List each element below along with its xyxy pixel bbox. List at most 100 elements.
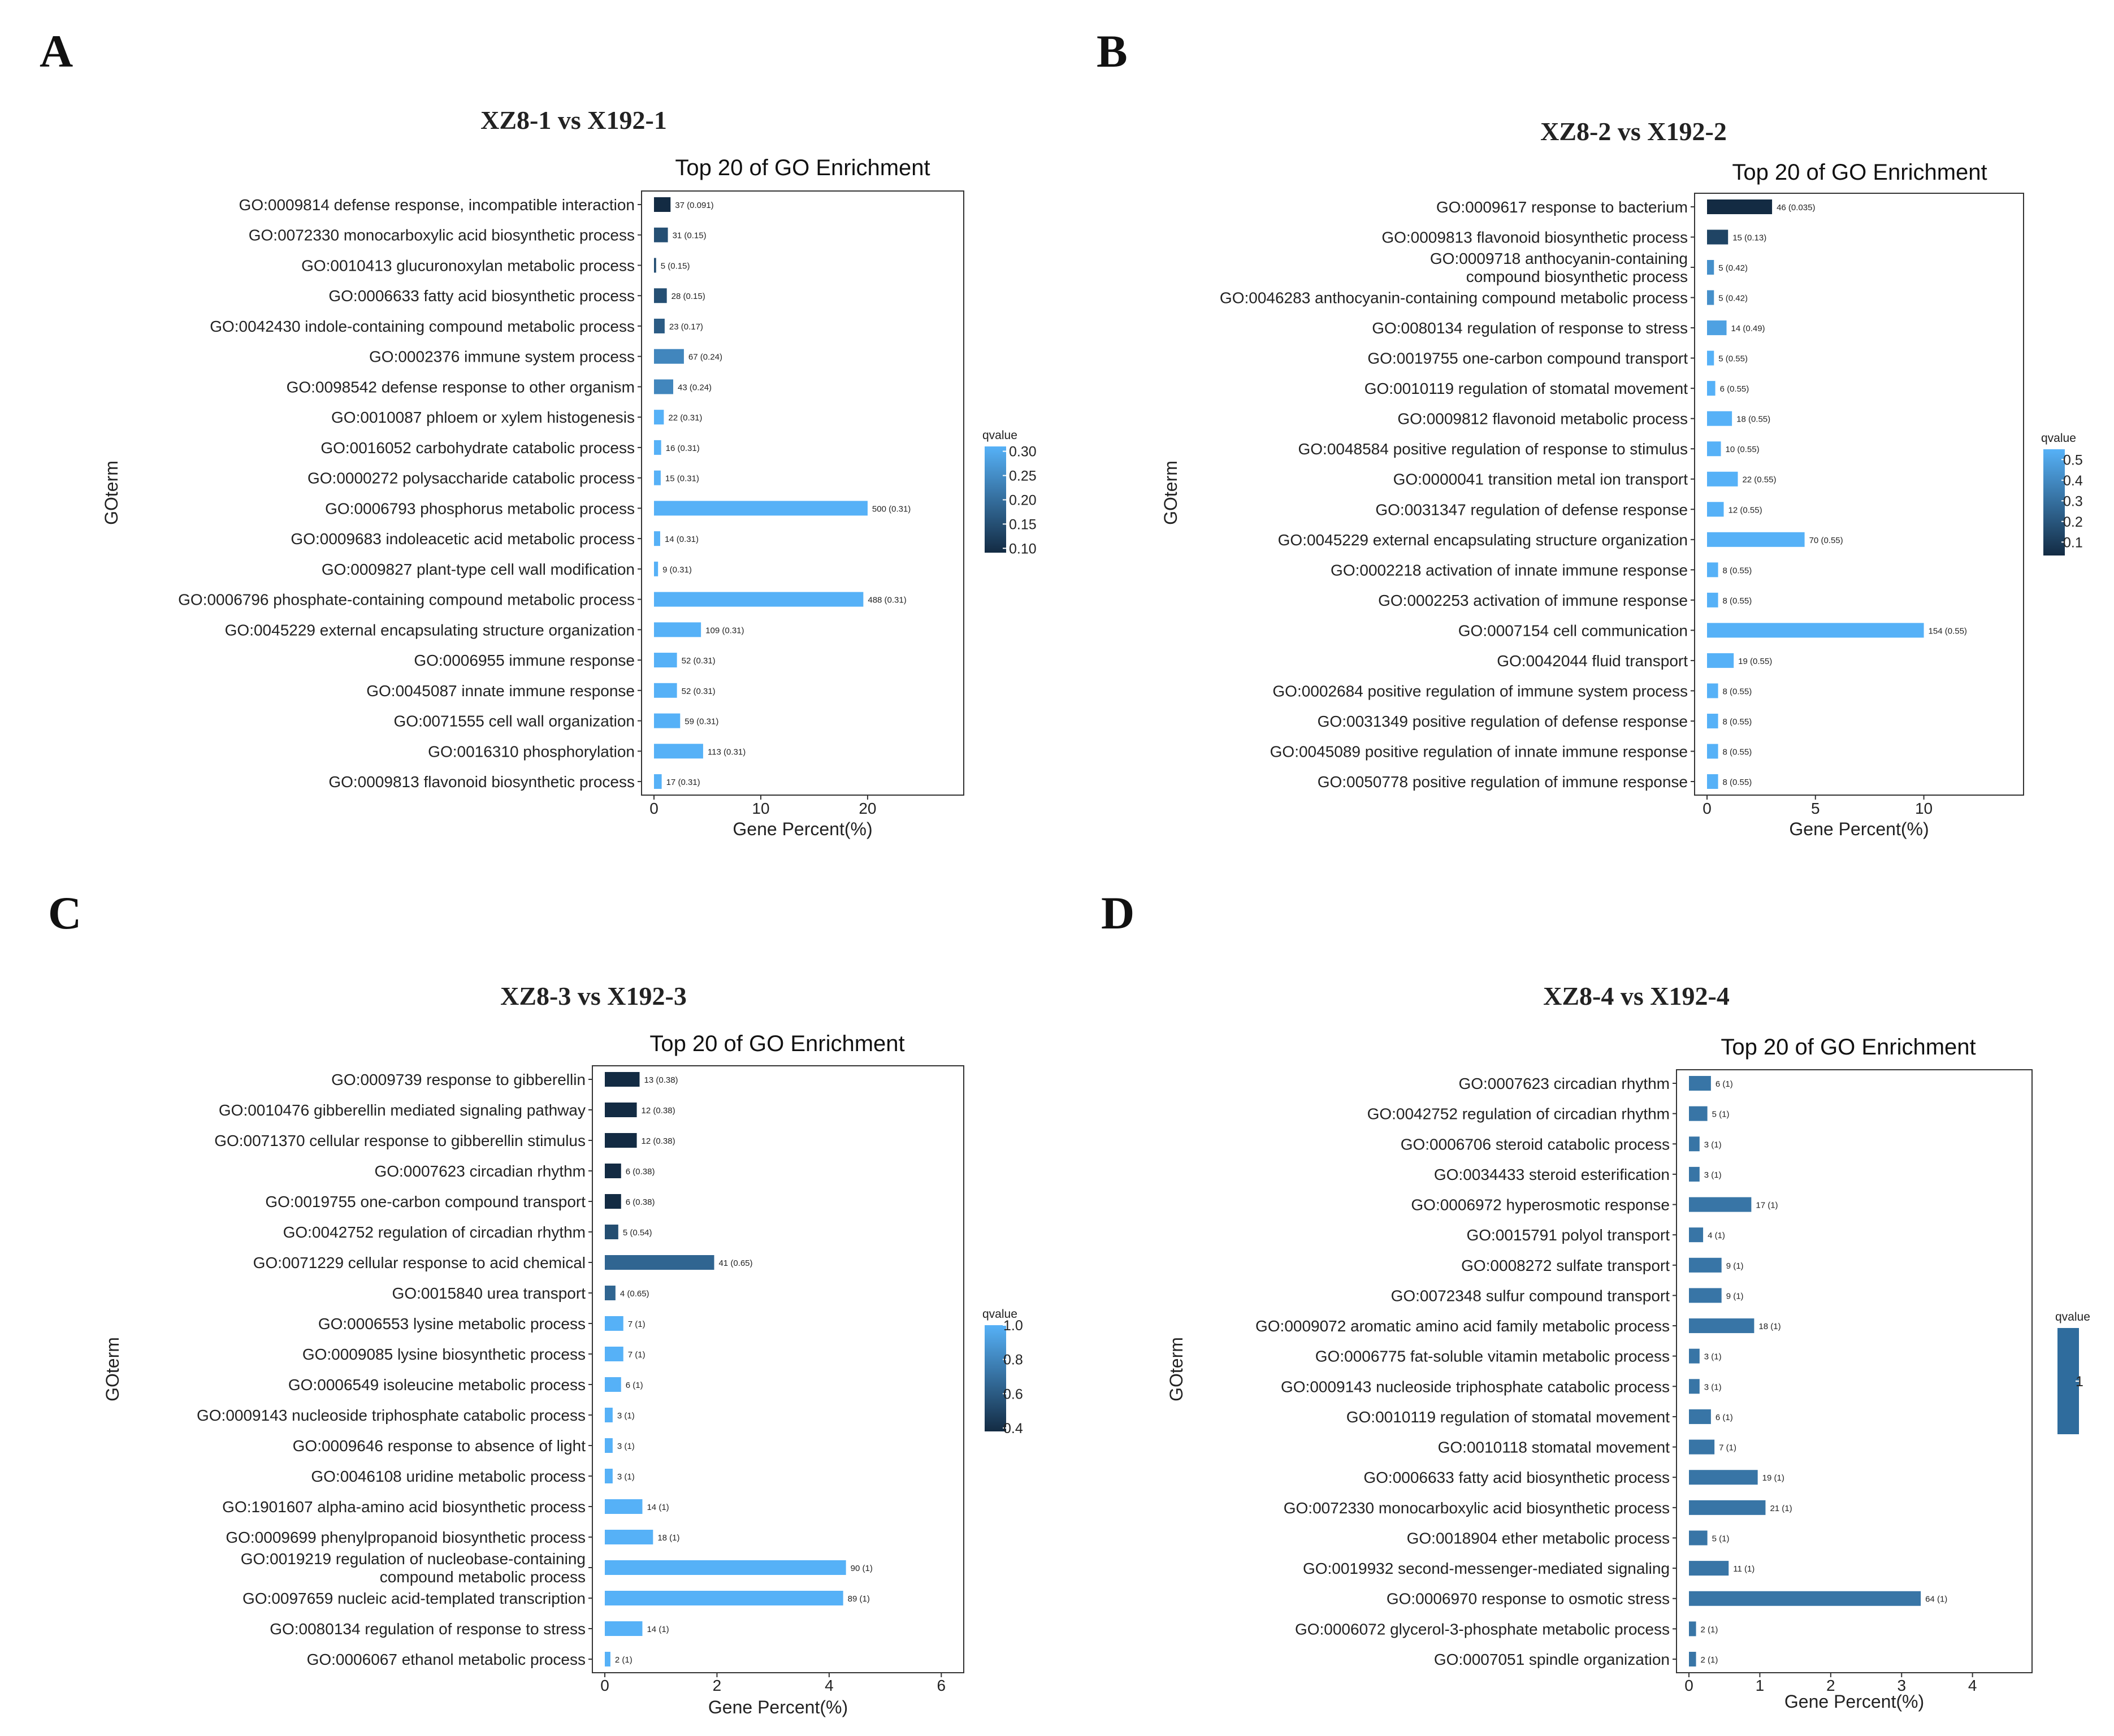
bar xyxy=(1689,1500,1766,1515)
category-label-line: GO:0072330 monocarboxylic acid biosynthe… xyxy=(249,227,635,244)
panel-letter: A xyxy=(40,25,73,77)
bar xyxy=(1689,1470,1758,1485)
bar-data-label: 64 (1) xyxy=(1925,1595,1947,1604)
category-label: GO:0046108 uridine metabolic process xyxy=(311,1468,586,1485)
bar xyxy=(654,713,681,728)
category-label-line: GO:0009827 plant-type cell wall modifica… xyxy=(322,561,635,578)
bar xyxy=(1707,381,1716,396)
bar-data-label: 6 (1) xyxy=(626,1381,643,1390)
bar-data-label: 8 (0.55) xyxy=(1723,596,1752,606)
category-label-line: GO:0006706 steroid catabolic process xyxy=(1401,1135,1670,1153)
bar-data-label: 8 (0.55) xyxy=(1723,747,1752,757)
legend-tick-label: 0.6 xyxy=(1003,1386,1023,1402)
category-label-line: GO:0009814 defense response, incompatibl… xyxy=(239,196,635,214)
category-label: GO:0046283 anthocyanin-containing compou… xyxy=(1220,289,1688,307)
bar xyxy=(1707,713,1718,728)
chart-title: Top 20 of GO Enrichment xyxy=(675,155,930,180)
bar xyxy=(654,470,661,485)
category-label-line: GO:0071555 cell wall organization xyxy=(394,713,635,730)
y-axis-title: GOterm xyxy=(1160,461,1181,525)
category-label: GO:0006970 response to osmotic stress xyxy=(1387,1590,1670,1608)
bar-data-label: 12 (0.55) xyxy=(1729,505,1762,515)
bar-data-label: 3 (1) xyxy=(617,1472,635,1482)
bar-data-label: 16 (0.31) xyxy=(666,444,700,453)
category-label-line: GO:0045087 innate immune response xyxy=(366,682,635,700)
x-tick-label: 0 xyxy=(649,800,659,817)
panel-letter: C xyxy=(48,887,81,939)
category-label: GO:0007623 circadian rhythm xyxy=(1458,1075,1670,1092)
category-label: GO:0002253 activation of immune response xyxy=(1378,592,1688,609)
category-label-line: GO:0072330 monocarboxylic acid biosynthe… xyxy=(1284,1499,1670,1517)
category-label: GO:0006796 phosphate-containing compound… xyxy=(178,591,635,609)
bar xyxy=(654,410,664,425)
bar-data-label: 89 (1) xyxy=(848,1594,870,1604)
panel-letter: B xyxy=(1097,25,1128,77)
category-label-line: GO:0046283 anthocyanin-containing compou… xyxy=(1220,289,1688,307)
bar xyxy=(654,227,668,242)
bar xyxy=(654,744,703,759)
category-label: GO:0097659 nucleic acid-templated transc… xyxy=(242,1590,586,1607)
legend-colorbar xyxy=(2057,1328,2079,1434)
category-label: GO:0042752 regulation of circadian rhyth… xyxy=(1367,1105,1670,1123)
category-label-line: GO:0006067 ethanol metabolic process xyxy=(307,1651,586,1668)
category-label-line: GO:0034433 steroid esterification xyxy=(1434,1166,1670,1183)
bar-data-label: 4 (0.65) xyxy=(620,1289,649,1299)
bar-data-label: 3 (1) xyxy=(617,1411,635,1421)
bar-data-label: 6 (0.38) xyxy=(626,1167,655,1177)
bar-data-label: 3 (1) xyxy=(1704,1352,1722,1362)
category-label: GO:0006706 steroid catabolic process xyxy=(1401,1135,1670,1153)
category-label: GO:0031347 regulation of defense respons… xyxy=(1375,501,1688,518)
bar xyxy=(605,1652,610,1666)
bar xyxy=(1689,1409,1711,1424)
bar-data-label: 8 (0.55) xyxy=(1723,717,1752,727)
category-label: GO:0009143 nucleoside triphosphate catab… xyxy=(1281,1378,1670,1395)
bar-data-label: 2 (1) xyxy=(1701,1655,1718,1665)
bar xyxy=(654,683,677,698)
bar-data-label: 10 (0.55) xyxy=(1726,445,1760,454)
bar-data-label: 154 (0.55) xyxy=(1929,626,1967,636)
bar-data-label: 14 (0.49) xyxy=(1731,324,1765,333)
bar xyxy=(1707,320,1727,336)
bar-data-label: 113 (0.31) xyxy=(708,747,746,757)
category-label-line: GO:0010119 regulation of stomatal moveme… xyxy=(1364,380,1688,397)
bar-data-label: 8 (0.55) xyxy=(1723,687,1752,696)
bar-data-label: 31 (0.15) xyxy=(673,231,707,241)
x-tick-label: 6 xyxy=(937,1677,946,1694)
bar-data-label: 15 (0.31) xyxy=(665,474,699,484)
bar xyxy=(605,1103,637,1117)
bar-data-label: 3 (1) xyxy=(617,1442,635,1451)
bar-data-label: 500 (0.31) xyxy=(872,504,911,514)
category-label: GO:0045229 external encapsulating struct… xyxy=(1278,531,1688,549)
bar xyxy=(654,622,701,637)
bar-data-label: 2 (1) xyxy=(615,1655,633,1665)
category-label: GO:0019755 one-carbon compound transport xyxy=(1367,350,1688,367)
category-label: GO:0009143 nucleoside triphosphate catab… xyxy=(197,1407,586,1424)
category-label: GO:0009072 aromatic amino acid family me… xyxy=(1255,1317,1670,1335)
category-label-line: GO:0010413 glucuronoxylan metabolic proc… xyxy=(301,257,635,274)
bar xyxy=(1689,1652,1696,1666)
category-label-line: GO:0006793 phosphorus metabolic process xyxy=(325,500,635,517)
x-axis-title: Gene Percent(%) xyxy=(1784,1691,1924,1712)
category-label: GO:0009827 plant-type cell wall modifica… xyxy=(322,561,635,578)
category-label: GO:0072330 monocarboxylic acid biosynthe… xyxy=(1284,1499,1670,1517)
bar-data-label: 22 (0.31) xyxy=(668,413,702,423)
category-label-line: GO:0080134 regulation of response to str… xyxy=(270,1620,586,1638)
category-label: GO:0071555 cell wall organization xyxy=(394,713,635,730)
x-tick-label: 2 xyxy=(1826,1677,1835,1694)
bar xyxy=(605,1072,640,1087)
bar-data-label: 3 (1) xyxy=(1704,1382,1722,1392)
bar xyxy=(1707,471,1738,487)
bar xyxy=(1707,441,1721,457)
bar xyxy=(605,1377,621,1392)
bar-data-label: 8 (0.55) xyxy=(1723,778,1752,787)
bar-data-label: 9 (0.31) xyxy=(662,565,692,575)
bar-data-label: 52 (0.31) xyxy=(682,656,716,666)
category-label-line: GO:0009718 anthocyanin-containing xyxy=(1430,250,1688,267)
chart-title: Top 20 of GO Enrichment xyxy=(1732,160,1987,185)
category-label: GO:0098542 defense response to other org… xyxy=(287,378,635,396)
bar-data-label: 6 (0.38) xyxy=(626,1197,655,1207)
bar xyxy=(654,440,661,455)
bar xyxy=(1689,1348,1700,1364)
category-label-line: GO:0072348 sulfur compound transport xyxy=(1391,1287,1670,1304)
